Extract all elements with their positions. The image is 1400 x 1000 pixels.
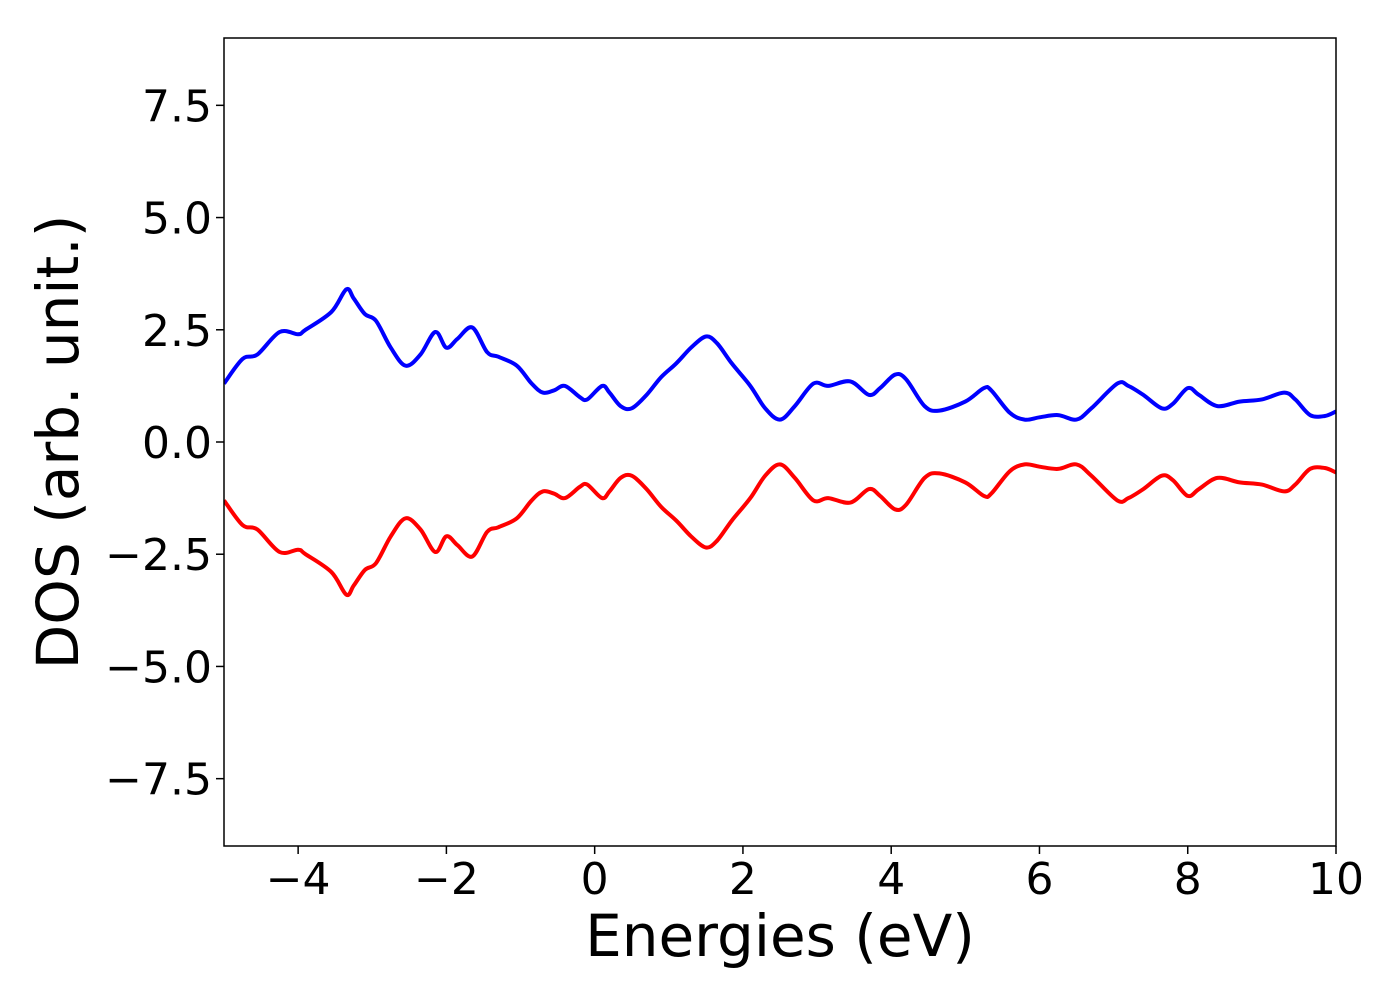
- y-tick-label: 0.0: [142, 418, 212, 469]
- x-tick-label: 2: [729, 854, 757, 905]
- x-tick-label: −4: [266, 854, 331, 905]
- y-tick-label: −7.5: [105, 755, 212, 806]
- y-tick-label: 5.0: [142, 194, 212, 245]
- series-layer: [224, 287, 1336, 597]
- y-tick-label: −2.5: [105, 530, 212, 581]
- series-line-negative: [224, 462, 1336, 597]
- y-tick-label: 7.5: [142, 81, 212, 132]
- x-tick-label: −2: [414, 854, 479, 905]
- x-tick-label: 4: [877, 854, 905, 905]
- x-axis-title: Energies (eV): [585, 902, 975, 970]
- x-tick-label: 0: [581, 854, 609, 905]
- x-axis-ticks: −4 −2 0 2 4 6 8 10: [266, 846, 1364, 905]
- series-line-positive: [224, 287, 1336, 422]
- y-axis-ticks: 7.5 5.0 2.5 0.0 −2.5 −5.0 −7.5: [105, 81, 224, 806]
- y-tick-label: −5.0: [105, 642, 212, 693]
- y-axis-title: DOS (arb. unit.): [24, 215, 92, 670]
- y-tick-label: 2.5: [142, 306, 212, 357]
- plot-frame: [223, 37, 1337, 847]
- x-tick-label: 6: [1025, 854, 1053, 905]
- x-tick-label: 8: [1174, 854, 1202, 905]
- x-tick-label: 10: [1308, 854, 1364, 905]
